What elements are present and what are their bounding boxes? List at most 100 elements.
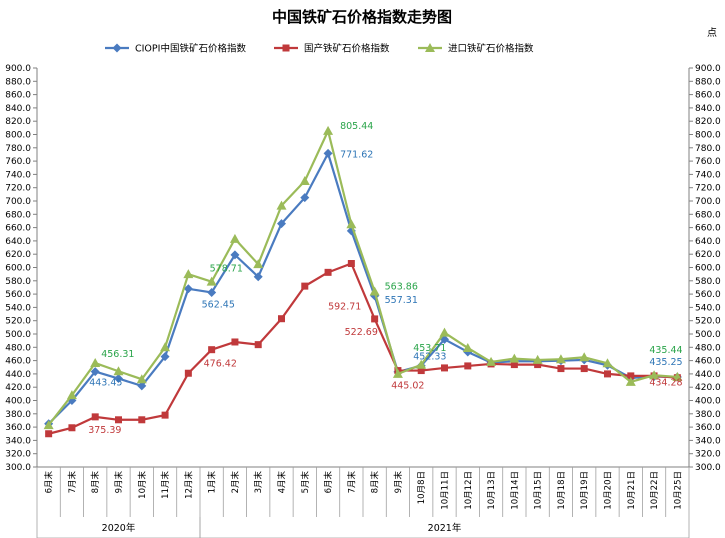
data-label: 443.45: [89, 378, 122, 389]
data-point: [91, 413, 99, 421]
data-point: [417, 367, 425, 375]
y-tick-label-right: 460.0: [695, 357, 721, 367]
data-point: [253, 259, 264, 269]
y-tick-label-left: 700.0: [5, 197, 31, 207]
data-point: [392, 368, 403, 378]
axes: 300.0 300.0 320.0 320.0 340.0 340.0 360.0 360.0…: [5, 64, 721, 538]
data-point: [161, 411, 169, 419]
y-tick-label-left: 560.0: [5, 290, 31, 300]
year-group-label: 2021年: [428, 522, 462, 534]
series-2: [43, 125, 683, 430]
data-label: 456.31: [101, 349, 134, 360]
x-tick-label: 10月21日: [627, 471, 637, 510]
data-point: [301, 282, 309, 290]
data-label: 445.02: [391, 381, 424, 392]
y-tick-label-right: 520.0: [695, 317, 721, 327]
x-tick-label: 10月8日: [417, 471, 427, 504]
data-point: [509, 353, 520, 363]
y-tick-label-right: 760.0: [695, 157, 721, 167]
y-tick-label-right: 380.0: [695, 410, 721, 420]
data-point: [114, 374, 123, 384]
data-point: [464, 362, 472, 370]
data-point: [115, 416, 122, 424]
data-point: [347, 260, 355, 268]
y-tick-label-left: 360.0: [5, 423, 31, 433]
series-line: [47, 129, 678, 426]
y-tick-label-left: 900.0: [5, 64, 31, 74]
data-point: [253, 272, 263, 282]
data-point: [254, 341, 262, 349]
y-tick-label-right: 900.0: [695, 64, 721, 74]
legend: CIOPI中国铁矿石价格指数 国产铁矿石价格指数 进口铁矿石价格指数: [105, 43, 534, 55]
legend-marker: [282, 44, 290, 52]
x-tick-label: 7月末: [67, 471, 78, 494]
data-point: [278, 315, 285, 323]
y-tick-label-right: 600.0: [695, 264, 721, 274]
data-point: [206, 276, 217, 286]
y-tick-label-left: 740.0: [5, 170, 31, 180]
x-tick-label: 10月15日: [534, 471, 544, 510]
x-tick-label: 10月11日: [441, 471, 451, 510]
y-tick-label-left: 760.0: [5, 157, 31, 167]
data-point: [604, 370, 611, 378]
data-point: [160, 342, 171, 352]
y-tick-label-right: 720.0: [695, 184, 721, 194]
x-tick-label: 10月12日: [464, 471, 474, 510]
data-label: 557.31: [385, 295, 418, 306]
y-tick-label-left: 540.0: [5, 303, 31, 313]
data-labels: 456.31 443.45 375.39 578.71 562.45 476.42 805.…: [88, 121, 682, 436]
data-label: 805.44: [340, 121, 373, 132]
series-line: [48, 262, 678, 435]
series-layer: [43, 125, 683, 438]
y-tick-label-right: 500.0: [695, 330, 721, 340]
data-point: [276, 200, 287, 210]
x-tick-label: 8月末: [370, 471, 381, 494]
data-point: [346, 219, 357, 229]
data-point: [579, 352, 590, 362]
data-label: 375.39: [88, 425, 121, 436]
data-point: [602, 358, 613, 368]
y-tick-label-left: 840.0: [5, 104, 31, 114]
x-tick-label: 10月14日: [510, 471, 520, 510]
legend-entry: 国产铁矿石价格指数: [304, 43, 390, 55]
y-tick-label-left: 860.0: [5, 91, 31, 101]
data-point: [207, 287, 217, 297]
data-point: [183, 284, 193, 294]
x-tick-label: 4月末: [277, 471, 288, 494]
data-label: 522.69: [345, 327, 378, 338]
y-tick-label-left: 400.0: [5, 397, 31, 407]
y-tick-label-left: 680.0: [5, 210, 31, 220]
data-label: 476.42: [204, 359, 237, 370]
data-point: [672, 371, 683, 381]
x-tick-label: 10月18日: [557, 471, 567, 510]
data-label: 434.28: [649, 378, 682, 389]
y-tick-label-left: 880.0: [5, 77, 31, 87]
legend-marker: [112, 43, 122, 53]
y-tick-label-left: 320.0: [5, 450, 31, 460]
y-tick-label-left: 660.0: [5, 224, 31, 234]
x-tick-label: 12月末: [183, 471, 194, 499]
data-point: [300, 193, 310, 203]
y-tick-label-left: 780.0: [5, 144, 31, 154]
data-point: [323, 148, 333, 158]
y-tick-label-left: 500.0: [5, 330, 31, 340]
x-tick-label: 11月末: [160, 471, 171, 499]
x-tick-label: 2月末: [230, 471, 241, 494]
unit-label: 点: [707, 27, 717, 39]
data-label: 562.45: [202, 299, 235, 310]
legend-entry: 进口铁矿石价格指数: [448, 43, 534, 55]
data-label: 592.71: [328, 301, 361, 312]
y-tick-label-left: 620.0: [5, 250, 31, 260]
x-tick-label: 10月22日: [650, 471, 660, 510]
y-tick-label-left: 440.0: [5, 370, 31, 380]
data-point: [486, 356, 497, 366]
y-tick-label-right: 540.0: [695, 303, 721, 313]
x-tick-label: 10月25日: [673, 471, 683, 510]
data-point: [66, 390, 77, 400]
data-label: 435.25: [649, 357, 682, 368]
data-point: [627, 372, 635, 380]
data-point: [230, 250, 240, 260]
y-tick-label-right: 340.0: [695, 436, 721, 446]
